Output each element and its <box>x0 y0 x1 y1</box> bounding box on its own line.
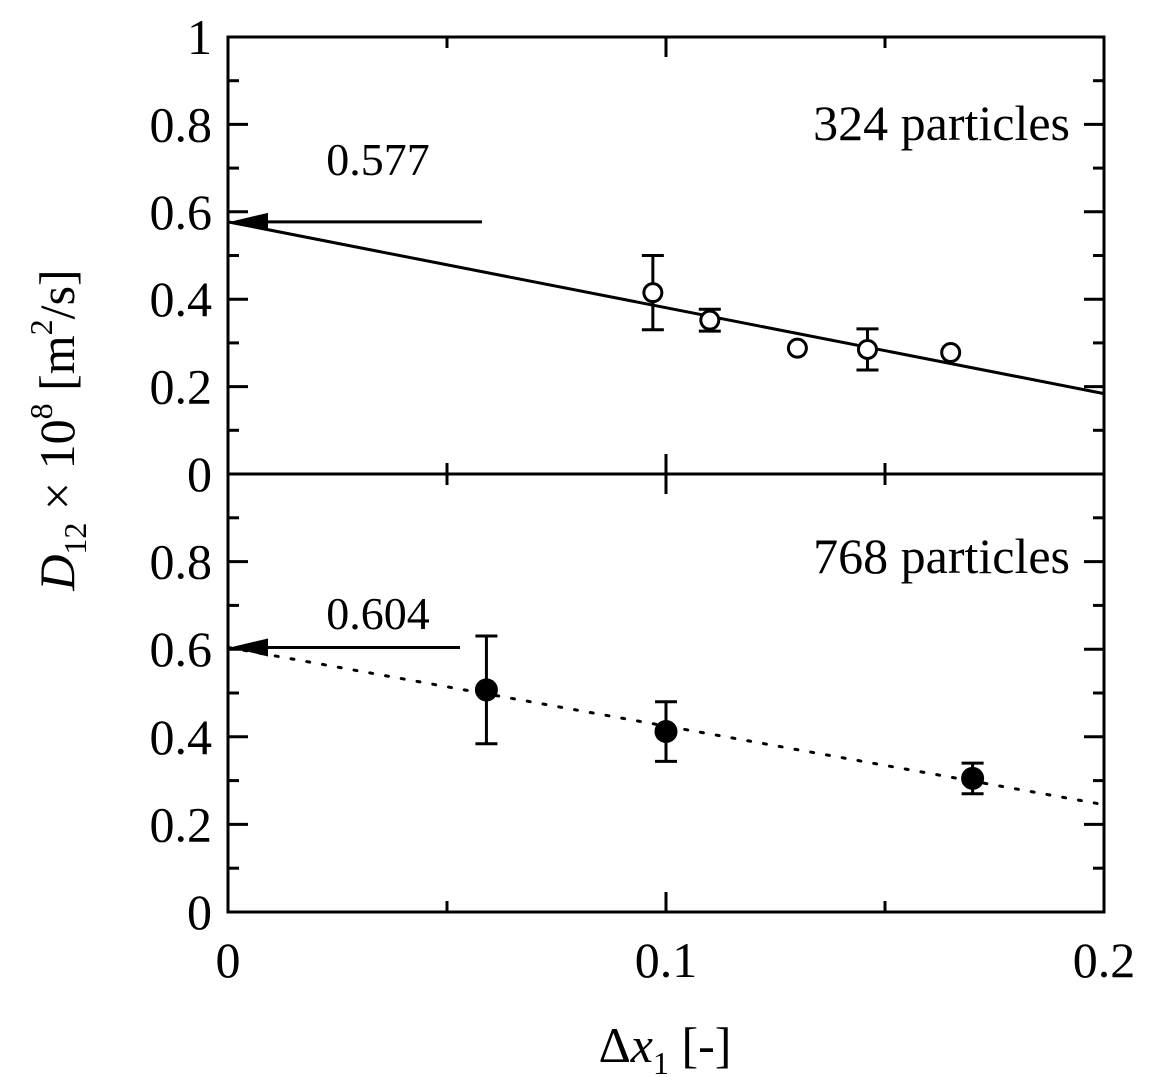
y-tick-label: 0 <box>187 446 212 502</box>
y-tick-label: 0.2 <box>150 359 213 415</box>
y-axis-title: D12 × 108 [m2/s] <box>23 269 93 591</box>
data-point <box>961 766 985 790</box>
x-tick-label: 0.1 <box>635 932 698 988</box>
panel-label: 768 particles <box>813 528 1070 584</box>
y-tick-label: 0.4 <box>150 709 213 765</box>
data-point <box>654 720 678 744</box>
x-tick-label: 0 <box>216 932 241 988</box>
intercept-label: 0.577 <box>326 134 430 185</box>
data-point <box>642 282 664 304</box>
data-point <box>856 338 878 360</box>
data-point <box>699 309 721 331</box>
y-tick-label: 0.6 <box>150 621 213 677</box>
data-point <box>786 337 808 359</box>
y-tick-label: 0.2 <box>150 796 213 852</box>
y-tick-label: 0.8 <box>150 534 213 590</box>
intercept-arrowhead <box>230 212 268 231</box>
y-tick-label: 0.8 <box>150 96 213 152</box>
y-tick-label: 0 <box>187 884 212 940</box>
intercept-arrowhead <box>230 638 268 657</box>
panel-2: 0 0.2 0.4 0.6 0.8 0.604 768 particles <box>150 472 1106 940</box>
y-tick-label: 1 <box>187 9 212 65</box>
x-tick-label: 0.2 <box>1073 932 1136 988</box>
fit-line <box>226 645 1106 807</box>
data-point <box>940 342 962 364</box>
fit-line <box>227 220 1105 396</box>
y-tick-label: 0.4 <box>150 271 213 327</box>
intercept-label: 0.604 <box>326 588 430 639</box>
y-tick-label: 0.6 <box>150 184 213 240</box>
panel-label: 324 particles <box>813 95 1070 151</box>
x-axis-title: Δx1 [-] <box>599 1017 732 1077</box>
data-point <box>474 678 498 702</box>
panel-1: 0 0.2 0.4 0.6 0.8 1 0.577 324 particles <box>150 9 1106 502</box>
